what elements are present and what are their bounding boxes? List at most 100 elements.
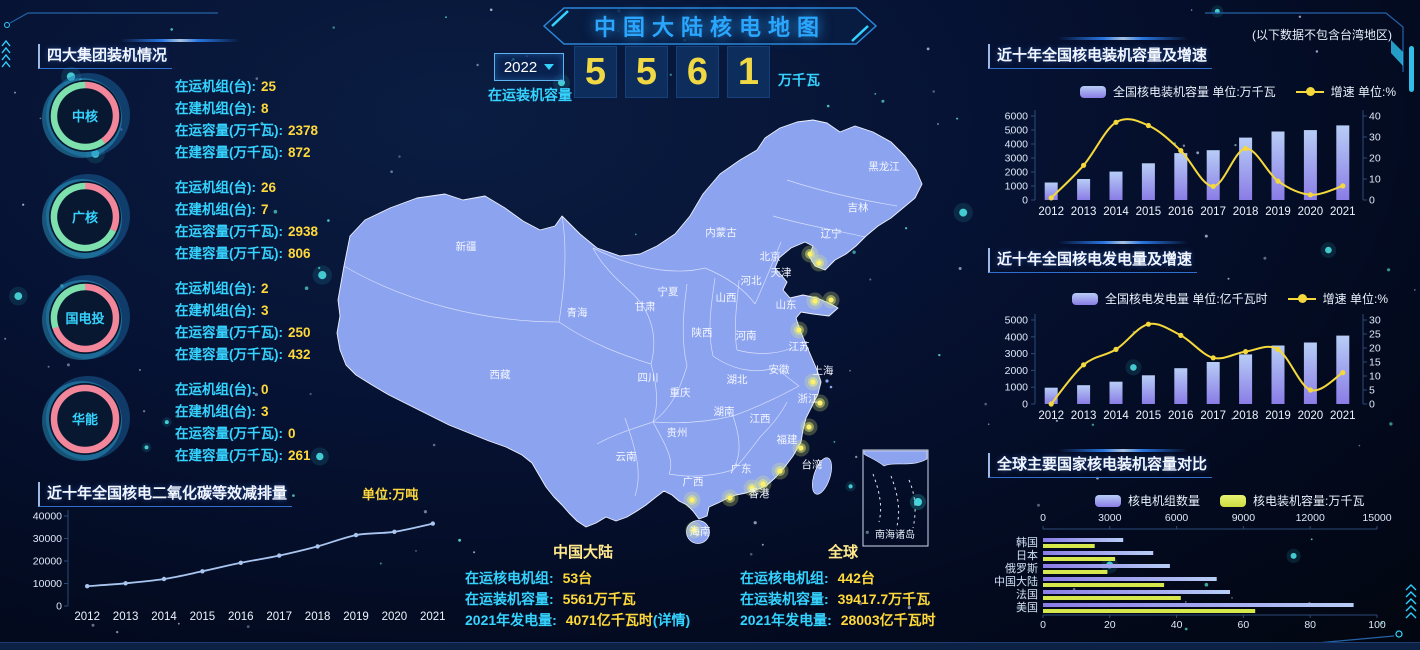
co2-point-2012 <box>85 584 90 589</box>
stat-label: 在运机组(台): <box>175 79 256 94</box>
summary-label: 在运核电机组: <box>465 570 558 586</box>
svg-text:6000: 6000 <box>1005 111 1029 123</box>
nuclear-plant-marker <box>685 521 703 539</box>
svg-text:5000: 5000 <box>1005 125 1029 137</box>
svg-text:40000: 40000 <box>33 511 62 523</box>
line-point-2013 <box>1081 362 1087 368</box>
co2-chart[interactable]: 0 10000 20000 30000 40000 2012 2013 2014 2015 201… <box>28 496 463 638</box>
stat-value: 872 <box>288 145 311 160</box>
global-summary: 全球 在运核电机组: 442台 在运装机容量: 39417.7万千瓦 2021年发电量… <box>740 541 1020 631</box>
summary-row: 在运核电机组: 442台 <box>740 568 1020 589</box>
nuclear-plant-marker <box>743 479 761 497</box>
taiwan-island <box>812 457 832 495</box>
province-label-海南: 海南 <box>690 525 711 538</box>
line-point-2016 <box>1178 332 1184 338</box>
stat-label: 在建容量(万千瓦): <box>175 347 283 362</box>
nuclear-plant-marker <box>811 394 829 412</box>
line-point-2018 <box>1243 145 1249 152</box>
summary-label: 在运装机容量: <box>465 591 558 607</box>
svg-text:2012: 2012 <box>1038 410 1064 422</box>
bar-2015 <box>1141 375 1155 404</box>
province-label-新疆: 新疆 <box>456 240 477 253</box>
svg-text:3000: 3000 <box>1098 512 1122 524</box>
province-label-贵州: 贵州 <box>667 426 688 439</box>
province-label-黑龙江: 黑龙江 <box>868 160 900 173</box>
line-point-2019 <box>1275 346 1281 352</box>
global-compare-chart[interactable]: 0 3000 6000 9000 12000 15000 0 20 40 60 80 100 韩国日本俄… <box>985 503 1410 635</box>
line-point-2016 <box>1178 148 1184 154</box>
group-stats-中核: 在运机组(台): 25 在建机组(台): 8 在运容量(万千瓦): 2378 在建容量(万千… <box>175 76 318 164</box>
stat-value: 8 <box>261 101 269 116</box>
province-label-天津: 天津 <box>771 267 792 279</box>
bar-2019 <box>1271 131 1285 200</box>
bottom-border-bar <box>0 642 1420 650</box>
capacity-chart[interactable]: 0 1000 2000 3000 4000 5000 6000 0 10 20 30 40 2012 20… <box>985 94 1410 230</box>
group-stat-line: 在运机组(台): 26 <box>175 177 318 199</box>
svg-text:15: 15 <box>1369 357 1381 369</box>
stat-label: 在建容量(万千瓦): <box>175 448 283 463</box>
year-select[interactable]: 2022 <box>494 53 564 81</box>
svg-text:10: 10 <box>1369 174 1381 186</box>
svg-text:2012: 2012 <box>1038 206 1064 218</box>
stat-value: 2 <box>261 281 269 296</box>
groups-panel: 中核 在运机组(台): 25 在建机组(台): 8 在运容量(万千瓦): 2378 在建容量(… <box>35 66 380 476</box>
groups-panel-title: 四大集团装机情况 <box>38 44 173 69</box>
legend-item[interactable]: 增速 单位:% <box>1295 83 1396 100</box>
svg-text:25: 25 <box>1369 329 1381 341</box>
svg-text:2018: 2018 <box>305 611 331 623</box>
co2-point-2021 <box>430 521 435 526</box>
province-label-青海: 青海 <box>567 306 588 319</box>
group-stat-line: 在建容量(万千瓦): 432 <box>175 344 311 366</box>
svg-text:2020: 2020 <box>1298 410 1324 422</box>
svg-text:6000: 6000 <box>1165 512 1189 524</box>
svg-text:俄罗斯: 俄罗斯 <box>1005 562 1038 575</box>
group-stat-line: 在建机组(台): 7 <box>175 199 318 221</box>
summary-row: 在运装机容量: 39417.7万千瓦 <box>740 589 1020 610</box>
generation-chart[interactable]: 0 1000 2000 3000 4000 5000 0 5 10 15 20 25 30 2012 201… <box>985 298 1410 434</box>
legend-item[interactable]: 全国核电发电量 单位:亿千瓦时 <box>1072 290 1268 307</box>
svg-text:2020: 2020 <box>1298 206 1324 218</box>
group-name: 华能 <box>72 412 98 427</box>
svg-text:30000: 30000 <box>33 533 62 545</box>
legend-item[interactable]: 核电机组数量 <box>1095 492 1200 509</box>
svg-text:2012: 2012 <box>74 611 100 623</box>
group-name: 国电投 <box>65 311 104 326</box>
detail-link[interactable]: (详情) <box>652 612 691 628</box>
svg-text:2016: 2016 <box>1168 410 1194 422</box>
group-row-中核: 中核 在运机组(台): 25 在建机组(台): 8 在运容量(万千瓦): 2378 在建容量(… <box>35 66 380 166</box>
province-label-云南: 云南 <box>616 450 637 463</box>
svg-text:2015: 2015 <box>1136 410 1162 422</box>
summary-value: 53台 <box>562 570 593 586</box>
co2-point-2014 <box>161 576 167 582</box>
co2-unit-label: 单位:万吨 <box>362 487 419 502</box>
co2-point-2019 <box>353 532 359 538</box>
legend-item[interactable]: 核电装机容量:万千瓦 <box>1220 492 1364 509</box>
legend-item[interactable]: 全国核电装机容量 单位:万千瓦 <box>1080 83 1276 100</box>
svg-text:2013: 2013 <box>1071 410 1097 422</box>
line-point-2019 <box>1275 178 1281 184</box>
capacity-bar-韩国 <box>1043 544 1095 548</box>
province-label-广东: 广东 <box>731 462 752 475</box>
group-stat-line: 在建容量(万千瓦): 872 <box>175 142 318 164</box>
stat-label: 在运容量(万千瓦): <box>175 426 283 441</box>
co2-point-2016 <box>238 560 243 565</box>
province-label-陕西: 陕西 <box>692 326 713 339</box>
line-point-2018 <box>1243 349 1249 355</box>
capacity-bar-美国 <box>1043 609 1256 613</box>
group-stat-line: 在建容量(万千瓦): 806 <box>175 243 318 265</box>
legend-label: 全国核电装机容量 单位:万千瓦 <box>1113 85 1276 99</box>
svg-text:0: 0 <box>1022 195 1028 207</box>
svg-text:0: 0 <box>1369 399 1375 411</box>
summary-label: 在运核电机组: <box>740 570 833 586</box>
legend-item[interactable]: 增速 单位:% <box>1287 290 1388 307</box>
china-summary: 中国大陆 在运核电机组: 53台 在运装机容量: 5561万千瓦 2021年发电量: … <box>465 541 745 631</box>
line-point-2020 <box>1307 192 1313 198</box>
svg-text:2021: 2021 <box>420 611 446 623</box>
province-label-江苏: 江苏 <box>789 340 810 353</box>
svg-text:80: 80 <box>1304 619 1316 631</box>
svg-text:0: 0 <box>1369 195 1375 207</box>
group-stats-广核: 在运机组(台): 26 在建机组(台): 7 在运容量(万千瓦): 2938 在建容量(万千… <box>175 177 318 265</box>
group-stat-line: 在运机组(台): 2 <box>175 278 311 300</box>
